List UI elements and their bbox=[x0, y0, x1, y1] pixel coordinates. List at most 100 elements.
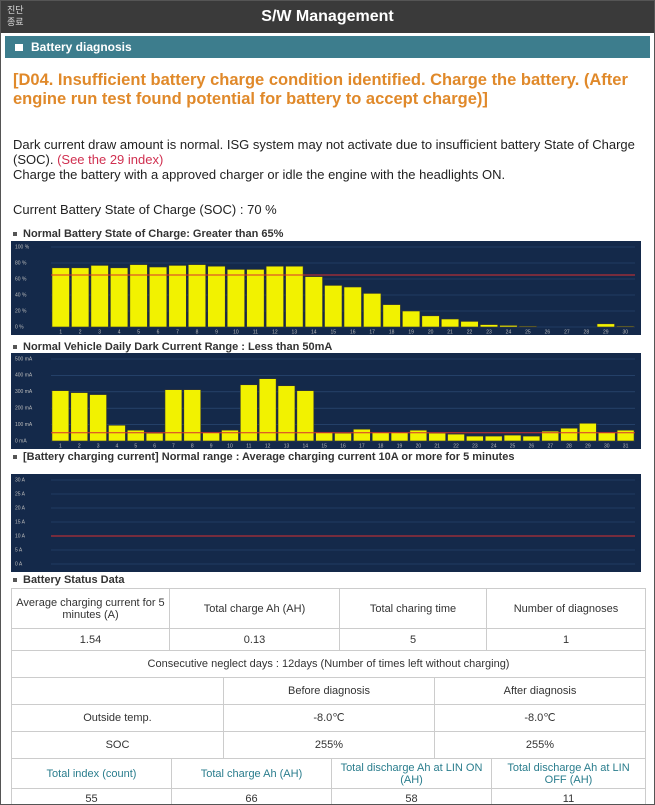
cell: 0.13 bbox=[169, 628, 340, 651]
header-cell: Before diagnosis bbox=[223, 677, 435, 705]
bar bbox=[522, 435, 541, 442]
x-tick-label: 15 bbox=[321, 443, 327, 449]
x-tick-label: 13 bbox=[292, 329, 298, 335]
x-tick-label: 12 bbox=[265, 443, 271, 449]
x-tick-label: 22 bbox=[453, 443, 459, 449]
header-cell: Average charging current for 5 minutes (… bbox=[11, 588, 170, 629]
bar bbox=[616, 429, 635, 442]
y-tick-label: 200 mA bbox=[15, 406, 33, 412]
x-tick-label: 28 bbox=[584, 329, 590, 335]
x-tick-label: 26 bbox=[545, 329, 551, 335]
totals-table: Total index (count) Total charge Ah (AH) T… bbox=[11, 758, 646, 804]
x-tick-label: 22 bbox=[467, 329, 473, 335]
bar bbox=[484, 435, 503, 442]
cell: 5 bbox=[339, 628, 487, 651]
empty-cell bbox=[11, 677, 224, 705]
bar bbox=[110, 267, 129, 328]
summary-table: Average charging current for 5 minutes (… bbox=[11, 588, 646, 678]
x-tick-label: 15 bbox=[330, 329, 336, 335]
index-link[interactable]: (See the 29 index) bbox=[57, 152, 164, 167]
cell: -8.0℃ bbox=[434, 704, 646, 732]
x-tick-label: 1 bbox=[59, 329, 62, 335]
bar bbox=[518, 325, 537, 328]
bar bbox=[371, 431, 390, 442]
bar bbox=[441, 318, 460, 328]
x-tick-label: 8 bbox=[191, 443, 194, 449]
cell: -8.0℃ bbox=[223, 704, 435, 732]
bar bbox=[240, 384, 258, 442]
bar bbox=[596, 323, 615, 328]
x-tick-label: 9 bbox=[210, 443, 213, 449]
header-cell: Total discharge Ah at LIN OFF (AH) bbox=[491, 758, 646, 789]
section-bar: Battery diagnosis bbox=[5, 36, 650, 58]
x-tick-label: 10 bbox=[233, 329, 239, 335]
cell: 58 bbox=[331, 788, 492, 804]
x-tick-label: 10 bbox=[227, 443, 233, 449]
bar bbox=[126, 429, 145, 442]
bar bbox=[579, 422, 597, 442]
y-tick-label: 30 A bbox=[15, 477, 26, 483]
y-tick-label: 10 A bbox=[15, 533, 26, 539]
chart-title: [Battery charging current] Normal range … bbox=[13, 451, 643, 463]
bar bbox=[334, 432, 352, 442]
bar bbox=[382, 304, 401, 328]
y-tick-label: 400 mA bbox=[15, 373, 33, 379]
x-tick-label: 18 bbox=[378, 443, 384, 449]
bar bbox=[460, 321, 479, 328]
chart: 0 A 5 A 10 A 15 A 20 A 25 A 30 A bbox=[11, 474, 641, 572]
header-cell: Total charge Ah (AH) bbox=[169, 588, 340, 629]
bar bbox=[616, 325, 635, 328]
bar bbox=[51, 267, 70, 328]
bar bbox=[226, 269, 245, 328]
x-tick-label: 1 bbox=[59, 443, 62, 449]
text: Dark current draw amount is normal. ISG … bbox=[13, 137, 635, 167]
x-tick-label: 21 bbox=[447, 329, 453, 335]
x-tick-label: 4 bbox=[116, 443, 119, 449]
x-tick-label: 6 bbox=[157, 329, 160, 335]
bar bbox=[421, 315, 440, 328]
bar bbox=[363, 293, 382, 328]
cell: 1 bbox=[486, 628, 646, 651]
bar bbox=[353, 428, 371, 442]
x-tick-label: 27 bbox=[547, 443, 553, 449]
cell: Outside temp. bbox=[11, 704, 224, 732]
bar bbox=[466, 435, 484, 442]
cell: 255% bbox=[223, 731, 435, 759]
x-tick-label: 9 bbox=[215, 329, 218, 335]
cell: 255% bbox=[434, 731, 646, 759]
screen-title: S/W Management bbox=[261, 8, 394, 25]
x-tick-label: 26 bbox=[529, 443, 535, 449]
bar bbox=[71, 267, 90, 328]
x-tick-label: 24 bbox=[506, 329, 512, 335]
x-tick-label: 14 bbox=[303, 443, 309, 449]
bar bbox=[89, 394, 107, 442]
x-tick-label: 7 bbox=[176, 329, 179, 335]
bar bbox=[246, 269, 265, 328]
y-tick-label: 60 % bbox=[15, 276, 27, 282]
bar bbox=[324, 285, 343, 328]
y-tick-label: 20 A bbox=[15, 505, 26, 511]
y-tick-label: 0 % bbox=[15, 324, 24, 330]
bar bbox=[168, 265, 187, 328]
bar bbox=[207, 265, 226, 328]
x-tick-label: 20 bbox=[428, 329, 434, 335]
x-tick-label: 20 bbox=[416, 443, 422, 449]
diagnosis-table: Before diagnosis After diagnosis Outside … bbox=[11, 677, 646, 759]
y-tick-label: 5 A bbox=[15, 547, 23, 553]
header-cell: Number of diagnoses bbox=[486, 588, 646, 629]
chart: 0 %20 %40 %60 %80 %100 %1 2 3 4 5 6 7 8 9 10 11 12 1… bbox=[11, 241, 641, 335]
x-tick-label: 11 bbox=[246, 443, 251, 449]
bar bbox=[164, 389, 183, 442]
x-tick-label: 31 bbox=[623, 443, 629, 449]
soc-line: Current Battery State of Charge (SOC) : … bbox=[13, 202, 277, 217]
neglect-cell: Consecutive neglect days : 12days (Numbe… bbox=[11, 650, 646, 678]
y-tick-label: 500 mA bbox=[15, 356, 33, 362]
close-button[interactable]: 진단 종료 bbox=[7, 5, 24, 27]
bar bbox=[221, 429, 239, 442]
bar bbox=[183, 389, 202, 442]
x-tick-label: 2 bbox=[78, 443, 81, 449]
cell: 66 bbox=[171, 788, 332, 804]
x-tick-label: 19 bbox=[397, 443, 403, 449]
x-tick-label: 25 bbox=[525, 329, 531, 335]
